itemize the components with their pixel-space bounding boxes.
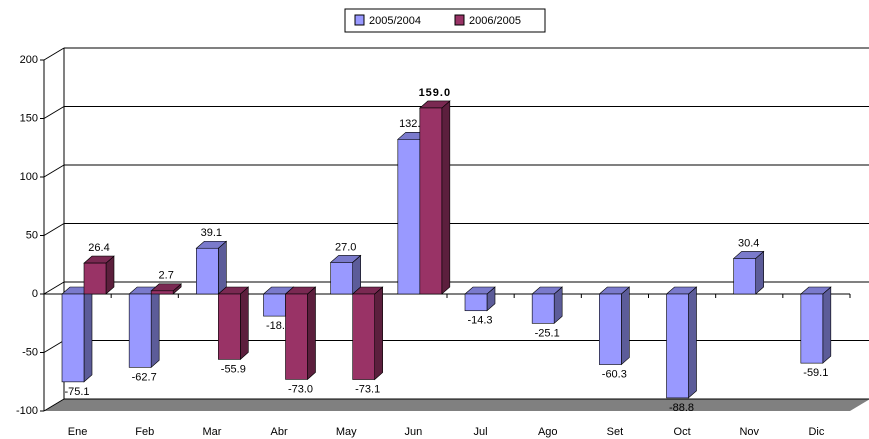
bar-side [150,286,160,369]
value-label: 39.1 [201,227,222,239]
value-label: 2.7 [159,270,174,282]
x-tick-label: Ene [68,426,88,438]
value-label: -25.1 [535,327,560,339]
bar [285,293,308,380]
bar [83,262,107,295]
legend-label: 2006/2005 [469,15,521,27]
value-label: 132.2 [399,118,427,130]
value-label: -55.9 [221,363,246,375]
bar [397,139,421,295]
x-tick-label: Jun [405,426,423,438]
y-tick-label: 0 [32,288,38,300]
value-label: -59.1 [803,367,828,379]
bar [733,258,756,295]
y-tick-label: 150 [20,112,38,124]
side-grid [43,398,65,412]
value-label: -73.1 [355,383,380,395]
x-tick-label: Jul [474,426,488,438]
bar [263,293,286,317]
value-label: -14.3 [467,315,492,327]
y-tick-label: 50 [26,229,38,241]
value-label: 30.4 [738,237,759,249]
bar [352,293,375,380]
bar-side [307,286,316,381]
bar [800,293,824,364]
bar [666,293,689,399]
bar [196,247,219,295]
value-label: 159.0 [419,87,452,99]
side-grid [43,47,65,61]
bar-side [240,286,249,361]
x-tick-label: Feb [135,426,154,438]
x-tick-label: Abr [271,426,288,438]
bar [330,262,353,295]
x-tick-label: Nov [739,426,759,438]
value-label: -18.9 [266,320,291,332]
side-grid [43,223,65,236]
y-tick-label: 200 [20,54,38,66]
side-grid [43,164,65,178]
bar-side [822,286,832,364]
bar-side [441,100,451,295]
legend-label: 2005/2004 [369,15,421,27]
bar-side [218,240,227,295]
bar [150,290,174,295]
bar [464,293,488,312]
value-label: -88.8 [669,402,694,414]
value-label: -62.7 [132,371,157,383]
value-label: 26.4 [88,242,109,254]
bar-side [755,250,764,295]
bar-side [374,286,383,381]
bar [531,293,555,324]
bar [61,293,85,383]
value-label: -73.0 [288,383,313,395]
x-tick-label: May [336,426,357,438]
bar [218,293,241,360]
x-tick-label: Dic [808,426,824,438]
bar-side [688,286,697,399]
side-grid [43,340,65,353]
floor [44,399,869,411]
bar [419,107,443,295]
y-tick-label: -100 [16,405,38,417]
side-grid [43,106,65,119]
y-tick-label: -50 [22,346,38,358]
value-label: -75.1 [64,386,89,398]
x-tick-label: Set [607,426,624,438]
bar-side [83,286,93,383]
bar [128,293,152,368]
legend-swatch [354,14,365,26]
x-tick-label: Oct [674,426,691,438]
legend-swatch [454,14,465,26]
value-label: 27.0 [335,241,356,253]
y-tick-label: 100 [20,171,38,183]
legend-box [344,8,546,33]
x-tick-label: Mar [202,426,221,438]
bar [599,293,622,365]
value-label: -60.3 [602,368,627,380]
x-tick-label: Ago [538,426,558,438]
bar-side [621,286,630,366]
side-grid [43,281,65,295]
